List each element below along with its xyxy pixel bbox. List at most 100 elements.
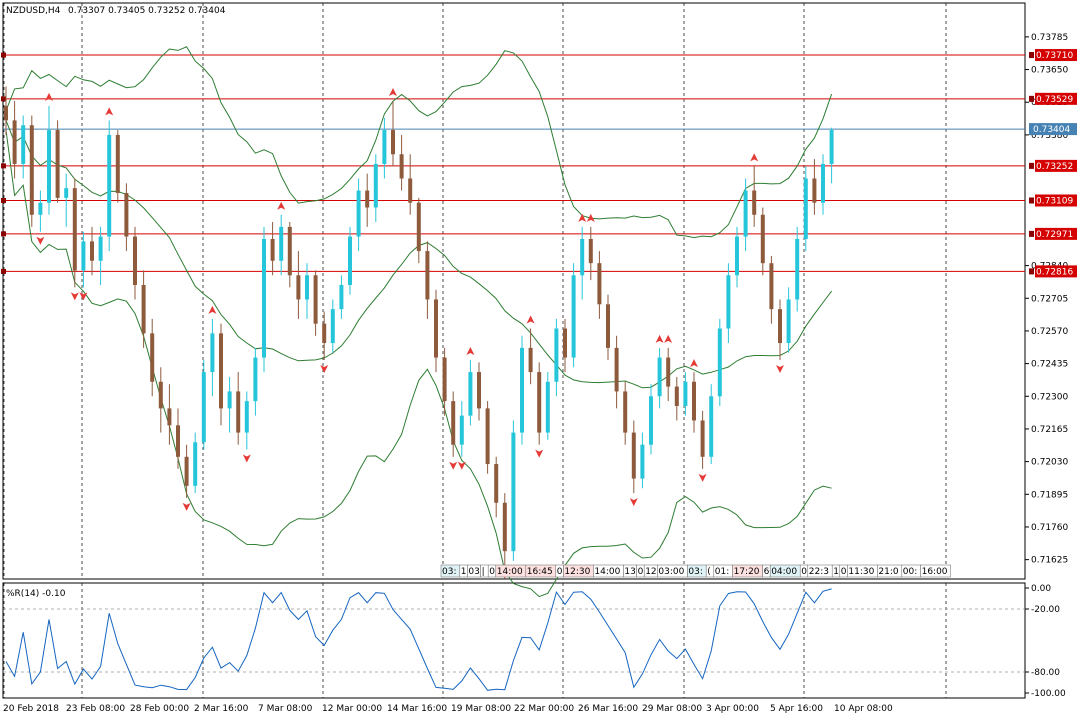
time-tick-label: 3 Apr 00:00 xyxy=(706,704,759,714)
up-fractal-arrow xyxy=(105,107,114,116)
level-tag-bg xyxy=(1035,92,1077,105)
session-label: 0 xyxy=(638,567,644,577)
candle-body xyxy=(124,192,129,237)
price-tick-label: 0.73650 xyxy=(1031,66,1068,76)
price-panel-frame xyxy=(2,2,1026,580)
session-label: 17:20 xyxy=(734,567,760,577)
candle-body xyxy=(90,241,94,261)
candle-body xyxy=(623,391,628,433)
candle-body xyxy=(545,381,550,433)
candle-body xyxy=(236,391,241,433)
level-anchor-marker xyxy=(1,268,6,274)
up-fractal-arrow xyxy=(690,359,698,368)
candle-body xyxy=(657,357,662,397)
level-price-tags: 0.73710 0.73529 0.73252 0.73109 0.72971 0.728… xyxy=(1029,49,1077,278)
candle-body xyxy=(193,442,198,486)
session-label-strip: 03: 1 03 | 0 14:00 16:45 0 12:30 14:00 13 0 12 03:00 0… xyxy=(440,564,951,578)
up-fractal-arrow xyxy=(208,305,217,314)
candle-body xyxy=(141,284,146,334)
session-label: 03 xyxy=(468,567,479,577)
session-label: 03: xyxy=(688,567,702,577)
candle-body xyxy=(571,275,576,358)
time-tick-label: 29 Mar 08:00 xyxy=(642,704,702,714)
indicator-panel-frame xyxy=(2,582,1026,699)
candle-body xyxy=(563,328,567,358)
up-fractal-arrow xyxy=(664,334,673,343)
candle-body xyxy=(38,202,43,215)
time-tick-label: 10 Apr 08:00 xyxy=(834,704,893,714)
down-fractal-arrow xyxy=(698,473,707,482)
time-tick-label: 26 Mar 16:00 xyxy=(578,704,638,714)
candle-body xyxy=(494,464,499,503)
candle-body xyxy=(107,134,112,237)
price-tick-label: 0.72165 xyxy=(1031,425,1068,435)
candle-body xyxy=(339,284,344,310)
time-tick-label: 5 Apr 16:00 xyxy=(770,704,823,714)
price-tick-label: 0.72030 xyxy=(1031,458,1068,468)
down-fractal-arrow xyxy=(70,292,79,301)
session-label: 0 xyxy=(489,567,495,577)
time-tick-label: 28 Feb 00:00 xyxy=(130,704,189,714)
candle-body xyxy=(408,178,413,203)
candle-body xyxy=(442,357,447,402)
candle-body xyxy=(485,408,490,465)
price-tick-label: 0.71760 xyxy=(1031,523,1068,533)
candle-body xyxy=(760,214,765,264)
time-tick-label: 23 Feb 08:00 xyxy=(66,704,125,714)
candle-body xyxy=(468,372,473,416)
price-tick-label: 0.71895 xyxy=(1031,490,1068,500)
candle-body xyxy=(253,357,258,402)
session-label: 03: xyxy=(442,567,456,577)
candle-body xyxy=(597,263,602,305)
time-axis: 20 Feb 2018 23 Feb 08:00 28 Feb 00:00 2 Mar… xyxy=(3,704,893,714)
candle-body xyxy=(305,275,309,300)
candle-body xyxy=(270,238,275,261)
candle-body xyxy=(322,323,327,344)
candle-body xyxy=(399,154,404,179)
candle-body xyxy=(150,333,155,382)
time-tick-label: 22 Mar 00:00 xyxy=(514,704,574,714)
level-tag-marker xyxy=(1029,268,1034,275)
candle-body xyxy=(459,415,464,445)
up-fractal-arrow xyxy=(277,201,286,210)
down-fractal-arrow xyxy=(242,454,251,463)
candle-body xyxy=(726,275,731,329)
candle-body xyxy=(287,226,292,276)
down-fractal-arrow xyxy=(457,461,466,470)
candle-body xyxy=(451,401,456,445)
session-label: 03:00 xyxy=(658,567,684,577)
candle-body xyxy=(4,105,8,121)
candle-body xyxy=(537,372,542,433)
level-tag-bg xyxy=(1035,49,1077,62)
price-tick-label: 0.72300 xyxy=(1031,392,1068,402)
level-tag-bg xyxy=(1035,265,1077,278)
down-fractal-arrow xyxy=(36,236,45,245)
level-tag-marker xyxy=(1029,162,1034,169)
candle-body xyxy=(709,396,714,457)
candle-body xyxy=(640,444,645,479)
up-fractal-arrow xyxy=(45,92,53,101)
candle-body xyxy=(21,125,26,164)
current-price-tag-label: 0.73404 xyxy=(1033,125,1070,135)
level-tag-marker xyxy=(1029,95,1034,102)
down-fractal-arrow xyxy=(79,292,88,301)
indicator-label: %R(14) -0.10 xyxy=(6,589,66,599)
session-label-bg xyxy=(920,564,951,578)
session-label: 1 xyxy=(461,567,467,577)
candle-body xyxy=(313,275,318,324)
candle-body xyxy=(786,299,791,344)
up-fractal-arrow xyxy=(466,346,475,355)
candle-body xyxy=(279,226,284,261)
session-label: 14:00 xyxy=(497,567,523,577)
fractal-arrows xyxy=(36,88,784,579)
session-label: 01: xyxy=(715,567,729,577)
current-price-tag-bg xyxy=(1029,123,1077,136)
candle-body xyxy=(606,304,610,348)
session-label: 22:3 xyxy=(809,567,829,577)
candle-body xyxy=(674,386,679,406)
session-label: 13 xyxy=(624,567,635,577)
candle-body xyxy=(528,347,533,373)
candle-body xyxy=(72,188,77,271)
